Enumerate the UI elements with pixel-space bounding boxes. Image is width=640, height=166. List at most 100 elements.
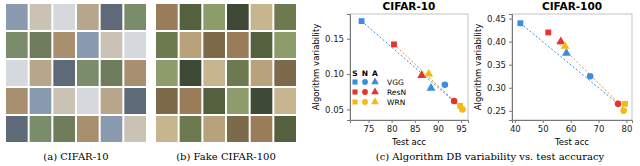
point [451,98,458,105]
axis-line [347,15,351,121]
tick: 0.25 [487,106,512,116]
legend-marker [362,89,368,95]
tick-mark [509,65,512,66]
image-tile [274,116,296,142]
tick-mark [571,120,572,123]
image-tile [180,32,202,58]
tick: 0.40 [487,37,512,47]
caption: (b) Fake CIFAR-100 [176,151,276,162]
point [622,101,628,107]
point [561,41,570,49]
legend-marker [371,78,379,85]
image-tile [227,32,249,58]
image-tile [227,116,249,142]
image-tile [180,88,202,114]
image-tile [53,88,75,114]
image-tile [180,4,202,30]
point [459,106,466,113]
legend-label: WRN [387,98,405,107]
tick-label: 60 [566,124,577,134]
image-tile [251,60,273,86]
image-tile [77,32,99,58]
tick-label: 0.40 [487,37,506,47]
tick: 80 [387,120,398,134]
tick-label: 0.05 [325,105,344,115]
x-axis-label: Test acc [391,137,426,147]
legend-label: ResN [387,88,406,97]
plot-area [359,18,466,113]
plot-area [517,20,627,114]
image-tile [30,88,52,114]
legend-marker [371,88,379,95]
image-tile [227,4,249,30]
legend-marker [362,79,368,85]
tick-label: 0.10 [325,69,344,79]
point [427,83,436,91]
y-axis: 0.050.100.15 [325,15,350,121]
image-tile [30,32,52,58]
tick-mark [347,39,350,40]
image-tile [274,4,296,30]
image-tile [251,4,273,30]
image-tile [30,4,52,30]
image-tile [203,32,225,58]
tick-mark [509,111,512,112]
image-tile [53,116,75,142]
tick-mark [599,120,600,123]
point [359,18,365,24]
image-tile [124,4,146,30]
image-tile [124,60,146,86]
axis-line [509,15,513,121]
tick-label: 0.25 [487,106,506,116]
image-tile [203,116,225,142]
tick: 90 [433,120,444,134]
image-tile [53,4,75,30]
image-tile [274,88,296,114]
tick-label: 40 [510,124,521,134]
tick-mark [509,88,512,89]
point [391,41,397,47]
tick-mark [392,120,393,123]
tick: 40 [510,120,521,134]
point [587,73,594,80]
image-tile [6,116,28,142]
tick-label: 0.45 [487,14,506,24]
trend-line [557,42,627,111]
tick-mark [347,74,350,75]
point [417,70,426,78]
tick-mark [369,120,370,123]
image-tile [227,88,249,114]
image-tile [30,116,52,142]
trend-line [362,21,464,109]
tick: 75 [364,120,375,134]
tick: 0.05 [325,105,350,115]
image-tile [180,60,202,86]
tick: 85 [410,120,421,134]
legend: SNAVGGResNWRN [352,69,406,107]
image-tile [101,4,123,30]
tick: 60 [566,120,577,134]
image-tile [251,88,273,114]
chart: 75808590950.050.100.15CIFAR-10Test accAl… [311,0,469,147]
image-tile [156,4,178,30]
tick-label: 50 [538,124,549,134]
image-tile [180,116,202,142]
image-tile [203,60,225,86]
chart-title: CIFAR-10 [383,0,436,12]
y-axis: 0.250.300.350.400.45 [487,14,512,121]
image-tile [101,88,123,114]
image-tile [124,32,146,58]
tick: 95 [456,120,467,134]
legend-marker [371,98,379,105]
image-tile [156,88,178,114]
plot-frame [512,14,632,120]
image-tile [203,88,225,114]
legend-marker [352,79,357,84]
tick-label: 90 [433,124,444,134]
tick: 0.45 [487,14,512,24]
legend-header: A [372,69,378,78]
image-tile [6,88,28,114]
image-tile [101,32,123,58]
tick: 0.35 [487,60,512,70]
caption: (a) CIFAR-10 [43,151,108,162]
